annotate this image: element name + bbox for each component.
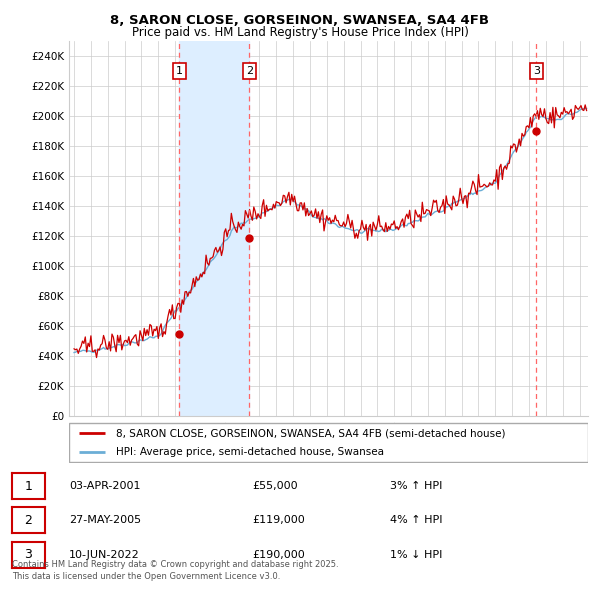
Text: 1: 1 — [25, 480, 32, 493]
Text: 8, SARON CLOSE, GORSEINON, SWANSEA, SA4 4FB (semi-detached house): 8, SARON CLOSE, GORSEINON, SWANSEA, SA4 … — [116, 428, 505, 438]
Text: £190,000: £190,000 — [252, 550, 305, 559]
Text: Contains HM Land Registry data © Crown copyright and database right 2025.
This d: Contains HM Land Registry data © Crown c… — [12, 560, 338, 581]
Text: 1: 1 — [176, 66, 183, 76]
Text: 2: 2 — [25, 514, 32, 527]
FancyBboxPatch shape — [69, 422, 588, 463]
Text: 3: 3 — [533, 66, 540, 76]
Text: 4% ↑ HPI: 4% ↑ HPI — [390, 516, 443, 525]
Text: £55,000: £55,000 — [252, 481, 298, 491]
Text: 2: 2 — [246, 66, 253, 76]
Text: HPI: Average price, semi-detached house, Swansea: HPI: Average price, semi-detached house,… — [116, 447, 384, 457]
Text: £119,000: £119,000 — [252, 516, 305, 525]
Text: 8, SARON CLOSE, GORSEINON, SWANSEA, SA4 4FB: 8, SARON CLOSE, GORSEINON, SWANSEA, SA4 … — [110, 14, 490, 27]
Text: 3: 3 — [25, 548, 32, 561]
Text: 27-MAY-2005: 27-MAY-2005 — [69, 516, 141, 525]
Text: 03-APR-2001: 03-APR-2001 — [69, 481, 140, 491]
Text: Price paid vs. HM Land Registry's House Price Index (HPI): Price paid vs. HM Land Registry's House … — [131, 26, 469, 39]
Text: 10-JUN-2022: 10-JUN-2022 — [69, 550, 140, 559]
Bar — [179, 41, 250, 416]
Text: 1% ↓ HPI: 1% ↓ HPI — [390, 550, 442, 559]
Text: 3% ↑ HPI: 3% ↑ HPI — [390, 481, 442, 491]
